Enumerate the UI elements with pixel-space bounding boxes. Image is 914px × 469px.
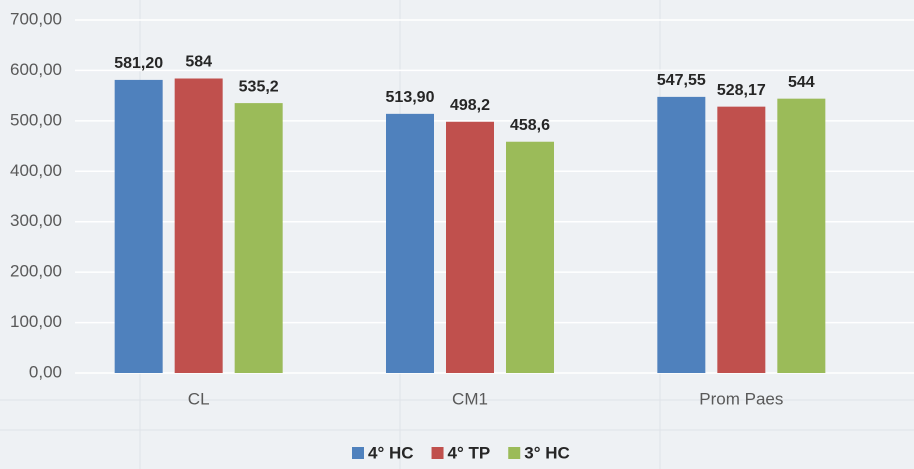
legend-label: 4° HC	[368, 443, 414, 462]
x-tick-label: Prom Paes	[699, 389, 783, 408]
bar	[657, 97, 705, 373]
data-label: 535,2	[239, 78, 279, 95]
y-tick-label: 600,00	[10, 60, 62, 79]
data-label: 513,90	[386, 89, 435, 106]
data-label: 544	[788, 74, 815, 91]
y-tick-label: 500,00	[10, 110, 62, 129]
data-label: 584	[185, 54, 212, 71]
x-tick-label: CL	[188, 389, 210, 408]
x-tick-label: CM1	[452, 389, 488, 408]
data-label: 528,17	[717, 82, 766, 99]
legend-label: 4° TP	[448, 443, 491, 462]
bar	[235, 103, 283, 373]
legend: 4° HC 4° TP 3° HC	[352, 443, 570, 462]
bar	[717, 107, 765, 373]
y-tick-label: 300,00	[10, 211, 62, 230]
legend-swatch	[508, 447, 520, 459]
bar	[175, 78, 223, 373]
bar	[777, 99, 825, 373]
y-tick-label: 700,00	[10, 9, 62, 28]
y-tick-label: 0,00	[29, 362, 62, 381]
y-tick-label: 200,00	[10, 262, 62, 281]
data-label: 581,20	[114, 55, 163, 72]
bar	[115, 80, 163, 373]
legend-swatch	[432, 447, 444, 459]
data-label: 498,2	[450, 97, 490, 114]
legend-label: 3° HC	[524, 443, 570, 462]
bar	[386, 114, 434, 373]
y-tick-label: 100,00	[10, 312, 62, 331]
y-tick-label: 400,00	[10, 161, 62, 180]
data-label: 547,55	[657, 72, 706, 89]
legend-swatch	[352, 447, 364, 459]
bar	[446, 122, 494, 373]
data-label: 458,6	[510, 117, 550, 134]
bar	[506, 142, 554, 373]
chart: 4° HC 4° TP 3° HC 0,00 100,00 200,00 300,00 40…	[0, 0, 914, 469]
